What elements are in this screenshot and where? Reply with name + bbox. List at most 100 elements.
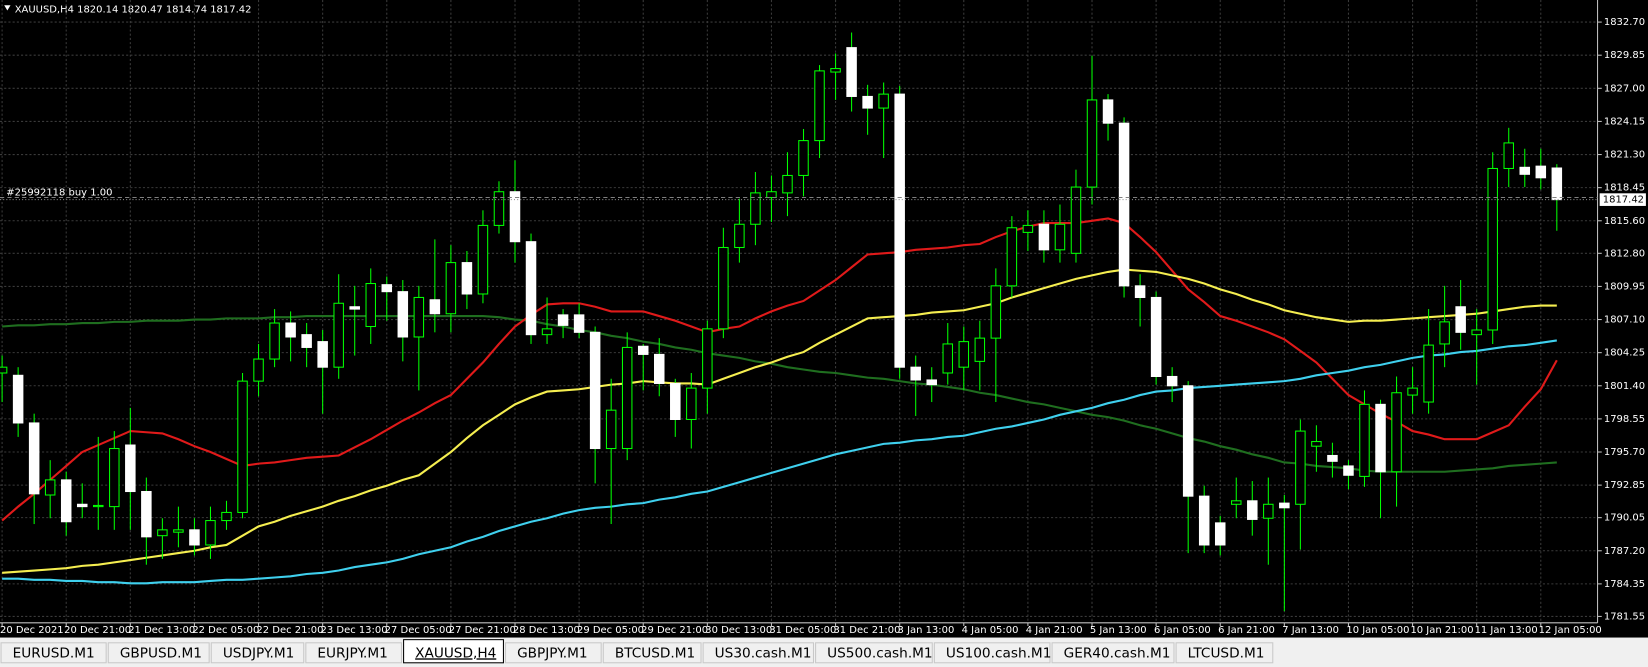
candle-body	[493, 191, 505, 226]
x-tick-label: 3 Jan 13:00	[898, 625, 955, 636]
candle-body	[1231, 500, 1242, 505]
x-tick-label: 22 Dec 21:00	[256, 625, 323, 636]
candle-body	[269, 322, 280, 360]
candle-body	[926, 379, 937, 386]
candle-body	[477, 224, 489, 295]
candle-body	[1182, 385, 1194, 497]
candle-body	[958, 341, 970, 368]
tab[interactable]	[1175, 642, 1274, 664]
y-tick-label: 1801.40	[1604, 381, 1645, 392]
candle-body	[621, 346, 633, 450]
tab-label[interactable]: US500.cash.M1	[827, 645, 932, 661]
tab-label[interactable]: EURUSD.M1	[13, 645, 95, 661]
y-tick-label: 1818.45	[1604, 183, 1645, 194]
tab-label[interactable]: GER40.cash.M1	[1064, 645, 1171, 661]
candle-body	[1054, 223, 1066, 251]
tab-label[interactable]: LTCUSD.M1	[1188, 645, 1265, 661]
y-tick-label: 1832.70	[1604, 17, 1645, 28]
candle-body	[205, 520, 216, 546]
candle-body	[1503, 142, 1514, 170]
candle-body	[1311, 441, 1322, 447]
candle-body	[637, 345, 649, 355]
candle-body	[1519, 166, 1531, 175]
candle-body	[381, 284, 393, 293]
tab[interactable]	[702, 642, 815, 664]
y-tick-label: 1809.95	[1604, 281, 1645, 292]
candle-body	[573, 314, 585, 333]
x-tick-label: 31 Dec 21:00	[833, 625, 900, 636]
candle-body	[253, 358, 264, 382]
candle-body	[125, 444, 136, 493]
x-tick-label: 30 Dec 13:00	[705, 625, 772, 636]
candle-body	[397, 291, 409, 338]
candle-body	[1070, 186, 1082, 254]
tab-label[interactable]: USDJPY.M1	[223, 645, 294, 661]
candle-body	[173, 529, 184, 533]
candle-body	[1551, 167, 1563, 201]
candle-body	[429, 299, 441, 315]
candle-body	[93, 504, 104, 508]
candle-body	[557, 314, 569, 326]
candle-body	[1343, 465, 1354, 476]
tab[interactable]	[403, 639, 504, 664]
x-tick-label: 29 Dec 05:00	[577, 625, 644, 636]
tab-label[interactable]: US30.cash.M1	[715, 645, 812, 661]
price-label: 1817.42	[1603, 195, 1644, 206]
candle-body	[301, 334, 312, 348]
candle-body	[750, 192, 761, 225]
candle-body	[766, 191, 777, 199]
tab-label[interactable]: GBPUSD.M1	[120, 645, 202, 661]
tab-label[interactable]: GBPJPY.M1	[517, 645, 588, 661]
candle-body	[1134, 285, 1146, 298]
candle-body	[702, 328, 713, 389]
y-tick-label: 1807.10	[1604, 315, 1645, 326]
candle-body	[28, 422, 40, 495]
candle-body	[1439, 321, 1450, 345]
chart-title: XAUUSD,H4 1820.14 1820.47 1814.74 1817.4…	[15, 4, 252, 15]
candle-body	[285, 322, 296, 338]
x-tick-label: 10 Jan 21:00	[1410, 625, 1473, 636]
candle-body	[141, 490, 152, 538]
tab[interactable]	[933, 642, 1051, 664]
x-tick-label: 21 Dec 13:00	[128, 625, 195, 636]
candle-body	[1214, 522, 1226, 546]
candle-body	[589, 331, 601, 450]
candle-body	[509, 191, 521, 243]
tab[interactable]	[305, 642, 403, 664]
candle-body	[1327, 454, 1338, 462]
tab-label[interactable]: EURJPY.M1	[317, 645, 387, 661]
candle-body	[1086, 99, 1098, 188]
candle-body	[109, 447, 120, 508]
candle-body	[76, 503, 88, 508]
tab-label[interactable]: XAUUSD,H4	[415, 645, 496, 661]
tab-label[interactable]: BTCUSD.M1	[615, 645, 695, 661]
tab[interactable]	[815, 642, 933, 664]
x-tick-label: 4 Jan 21:00	[1026, 625, 1083, 636]
x-tick-label: 5 Jan 13:00	[1090, 625, 1147, 636]
candle-body	[157, 529, 168, 537]
candle-body	[878, 93, 889, 109]
y-tick-label: 1824.15	[1604, 116, 1645, 127]
tab[interactable]	[210, 642, 305, 664]
candle-body	[541, 328, 553, 336]
tab-label[interactable]: US100.cash.M1	[946, 645, 1051, 661]
tab[interactable]	[1051, 642, 1175, 664]
tab[interactable]	[0, 642, 107, 664]
tab[interactable]	[602, 642, 702, 664]
y-tick-label: 1784.35	[1604, 579, 1645, 590]
moving-average	[1, 217, 1558, 522]
tab[interactable]	[505, 642, 602, 664]
candle-body	[1198, 495, 1210, 546]
y-tick-label: 1821.30	[1604, 150, 1645, 161]
candle-body	[1455, 306, 1466, 333]
candle-body	[1150, 296, 1162, 378]
tab[interactable]	[107, 642, 210, 664]
candle-body	[1407, 387, 1418, 396]
candle-body	[0, 366, 8, 374]
y-tick-label: 1812.80	[1604, 248, 1645, 259]
x-tick-label: 6 Jan 05:00	[1154, 625, 1211, 636]
x-tick-label: 23 Dec 13:00	[321, 625, 388, 636]
y-tick-label: 1804.25	[1604, 348, 1645, 359]
candle-body	[734, 223, 745, 249]
candle-body	[653, 353, 665, 384]
